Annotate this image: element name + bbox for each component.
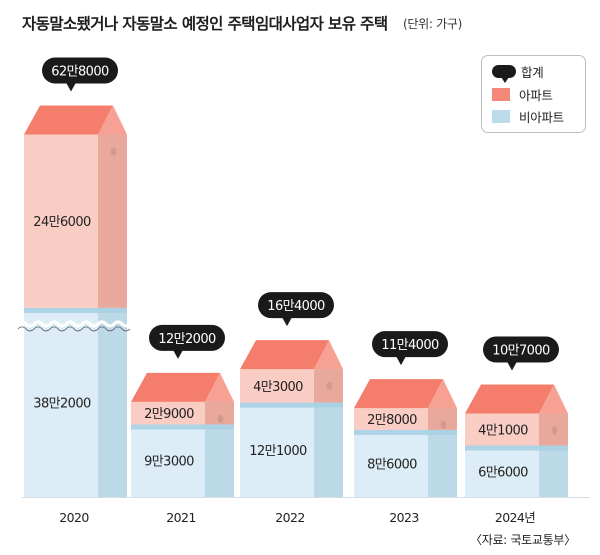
legend-item-nonapt: 비아파트	[492, 107, 564, 125]
total-bubble-pointer-2021	[173, 349, 183, 359]
total-label-2021: 12만2000	[158, 332, 216, 347]
bar-apt-2022	[240, 369, 314, 403]
legend-label-apt: 아파트	[519, 87, 553, 103]
total-bubble-pointer-2022	[282, 317, 292, 327]
total-bubble-2021	[149, 324, 225, 351]
total-label-2022: 16만4000	[267, 299, 325, 314]
total-bubble-2023	[372, 331, 448, 358]
data-label-nonapt-2020: 38만2000	[33, 396, 91, 411]
roof-side-2023	[428, 379, 457, 409]
legend-label-nonapt: 비아파트	[519, 109, 564, 125]
bar-apt-side-2020	[98, 134, 127, 308]
segment-divider-2022	[240, 402, 343, 408]
x-tick-label-2022: 2022	[275, 510, 304, 525]
bar-nonapt-side-2020	[98, 307, 127, 497]
data-label-nonapt-2022: 12만1000	[249, 444, 307, 459]
legend-swatch-total	[492, 64, 516, 83]
data-label-nonapt-2023: 8만6000	[367, 457, 417, 472]
data-label-apt-2024년: 4만1000	[478, 424, 528, 439]
bar-nonapt-side-2023	[428, 429, 457, 497]
roof-window-2020	[110, 147, 117, 156]
total-bubble-pointer-2023	[396, 356, 406, 366]
x-tick-label-2020: 2020	[59, 510, 89, 525]
bar-nonapt-side-2021	[205, 424, 234, 497]
unit-label: (단위: 가구)	[403, 17, 462, 31]
bar-nonapt-2023	[354, 429, 428, 497]
data-label-apt-2022: 4만3000	[253, 380, 303, 395]
bar-nonapt-2024년	[465, 445, 539, 497]
bar-apt-2023	[354, 408, 428, 430]
roof-side-2020	[98, 105, 127, 135]
total-bubble-pointer-2020	[66, 82, 76, 92]
roof-2024년	[465, 384, 554, 414]
data-label-apt-2021: 2만9000	[144, 407, 194, 422]
bar-apt-side-2021	[205, 401, 234, 425]
chart-title: 자동말소됐거나 자동말소 예정인 주택임대사업자 보유 주택	[22, 15, 388, 33]
bar-nonapt-2020	[24, 307, 98, 497]
legend-label-total: 합계	[521, 64, 544, 80]
roof-window-2022	[326, 381, 333, 391]
source-note: 〈자료: 국토교통부〉	[470, 533, 576, 547]
bar-apt-side-2023	[428, 408, 457, 430]
data-label-nonapt-2024년: 6만6000	[478, 465, 528, 480]
roof-side-2024년	[539, 384, 568, 414]
total-bubble-2022	[258, 292, 334, 319]
bar-nonapt-side-2022	[314, 402, 343, 497]
bar-apt-2020	[24, 134, 98, 308]
roof-window-2023	[440, 420, 447, 430]
bar-apt-2024년	[465, 413, 539, 446]
total-label-2020: 62만8000	[51, 64, 109, 79]
legend-swatch-nonapt	[492, 109, 510, 123]
legend: 합계 아파트 비아파트	[481, 55, 586, 133]
total-label-2023: 11만4000	[381, 338, 439, 353]
axis-break-mark	[16, 320, 132, 328]
roof-2020	[24, 105, 113, 135]
legend-item-apt: 아파트	[492, 85, 553, 103]
legend-item-total: 합계	[492, 62, 544, 83]
bar-apt-2021	[131, 401, 205, 425]
total-bubble-2020	[42, 57, 118, 84]
segment-divider-2023	[354, 429, 457, 435]
x-tick-label-2024년: 2024년	[495, 510, 535, 525]
segment-divider-2024년	[465, 445, 568, 451]
bar-nonapt-2021	[131, 424, 205, 497]
roof-window-2021	[217, 414, 224, 424]
bar-nonapt-side-2024년	[539, 445, 568, 497]
data-label-nonapt-2021: 9만3000	[144, 455, 194, 470]
total-bubble-2024년	[483, 336, 559, 363]
roof-2023	[354, 379, 443, 409]
roof-side-2021	[205, 372, 234, 402]
segment-divider-2020	[24, 307, 127, 313]
axis-break-line	[17, 326, 131, 332]
data-label-apt-2023: 2만8000	[367, 413, 417, 428]
legend-swatch-apt	[492, 87, 510, 101]
x-tick-label-2021: 2021	[166, 510, 195, 525]
total-bubble-pointer-2024년	[507, 361, 517, 371]
roof-2021	[131, 372, 220, 402]
x-tick-label-2023: 2023	[389, 510, 418, 525]
roof-side-2022	[314, 340, 343, 370]
total-label-2024년: 10만7000	[492, 344, 550, 359]
bar-nonapt-2022	[240, 402, 314, 497]
roof-window-2024년	[551, 426, 558, 435]
data-label-apt-2020: 24만6000	[33, 215, 91, 230]
roof-2022	[240, 340, 329, 370]
segment-divider-2021	[131, 424, 234, 430]
